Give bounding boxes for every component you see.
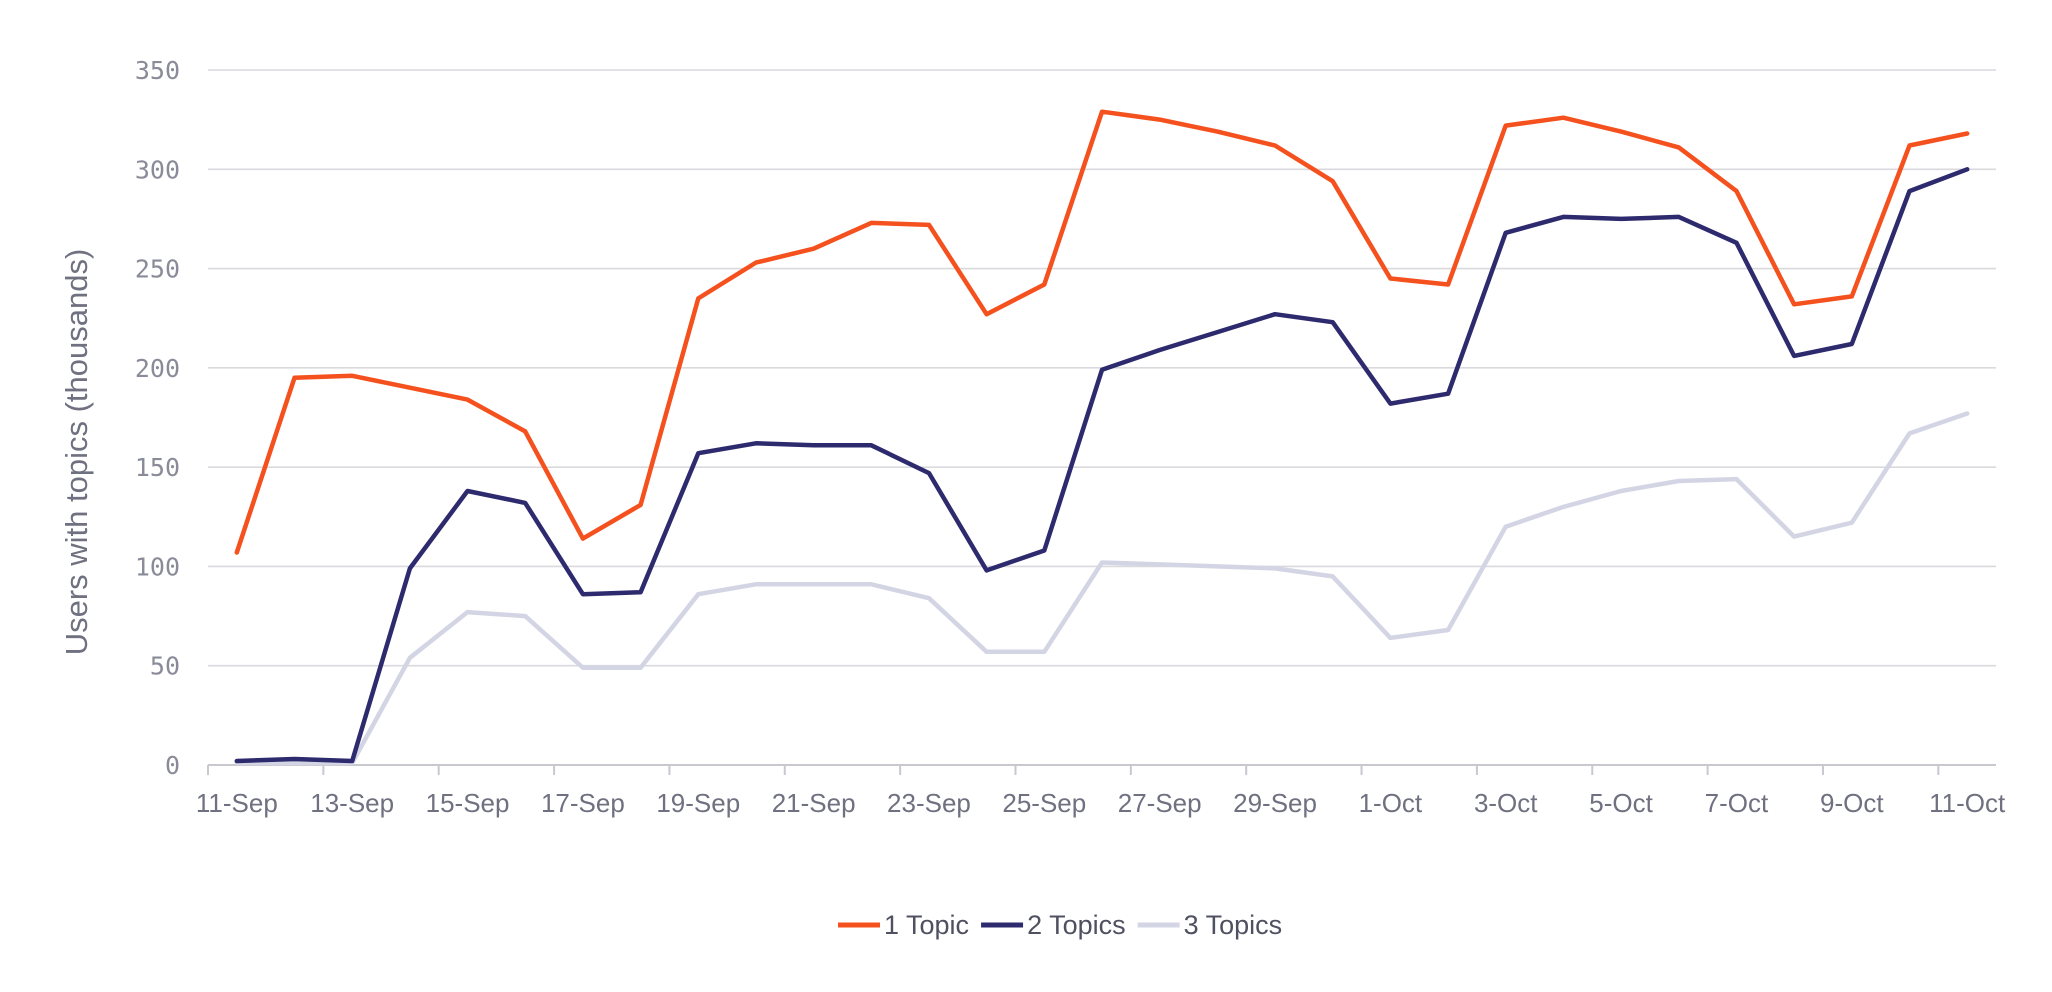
x-tick-label: 21-Sep [772,788,856,818]
y-tick-label: 350 [135,56,180,85]
y-tick-label: 100 [135,552,180,581]
x-tick-label: 29-Sep [1233,788,1317,818]
series-line-2-topics [234,167,1970,764]
y-tick-label: 0 [165,751,180,780]
x-tick-label: 23-Sep [887,788,971,818]
x-tick-label: 19-Sep [656,788,740,818]
x-tick-label: 27-Sep [1118,788,1202,818]
x-tick-label: 13-Sep [310,788,394,818]
legend: 1 Topic 2 Topics 3 Topics [838,910,1282,940]
y-axis-label: Users with topics (thousands) [59,249,94,656]
x-tick-label: 1-Oct [1359,788,1423,818]
x-tick-label: 9-Oct [1820,788,1884,818]
legend-label: 2 Topics [1027,910,1126,940]
y-tick-label: 300 [135,155,180,184]
y-tick-label: 200 [135,354,180,383]
legend-label: 3 Topics [1184,910,1283,940]
series-layer [234,109,1970,766]
legend-label: 1 Topic [884,910,969,940]
x-tick-label: 11-Oct [1929,788,2006,818]
x-tick-label: 17-Sep [541,788,625,818]
x-tick-label: 3-Oct [1474,788,1538,818]
x-tick-label: 25-Sep [1002,788,1086,818]
y-tick-label: 250 [135,255,180,284]
x-axis: 11-Sep 13-Sep 15-Sep 17-Sep 19-Sep 21-Sep 23-S… [196,765,2006,818]
y-axis: 0 50 100 150 200 250 300 350 [135,56,180,780]
series-line-1-topic [234,109,1970,555]
y-tick-label: 150 [135,453,180,482]
x-tick-label: 11-Sep [196,788,278,818]
x-tick-label: 7-Oct [1705,788,1769,818]
y-tick-label: 50 [150,652,180,681]
series-line-3-topics [234,411,1970,766]
x-tick-label: 15-Sep [426,788,510,818]
gridlines [208,69,1996,667]
x-tick-label: 5-Oct [1589,788,1653,818]
